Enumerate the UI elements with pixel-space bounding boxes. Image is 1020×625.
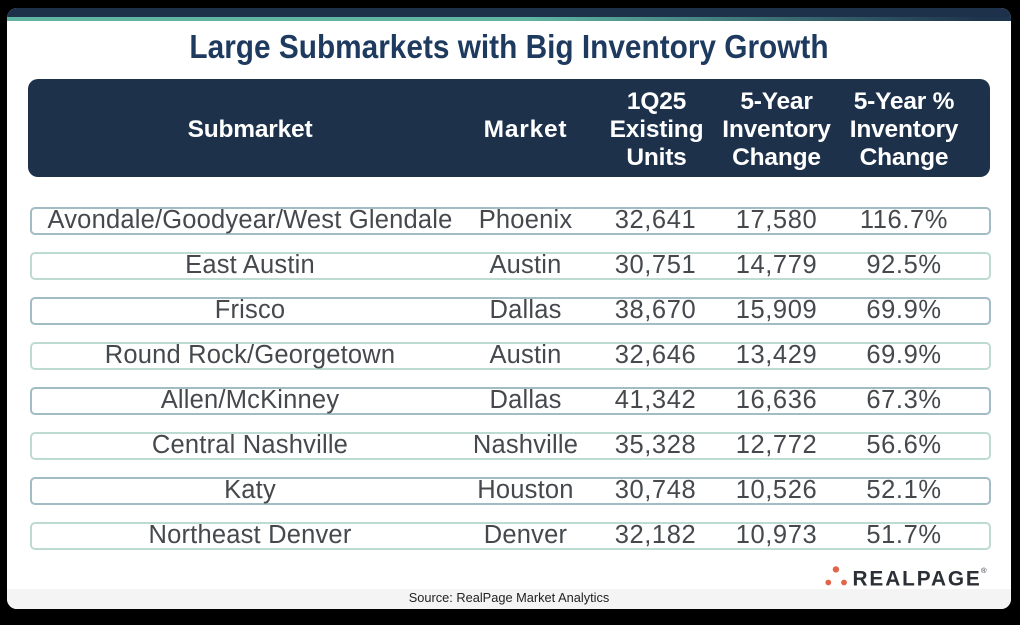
svg-text:®: ® [981,566,987,575]
svg-text:REALPAGE: REALPAGE [853,568,982,591]
